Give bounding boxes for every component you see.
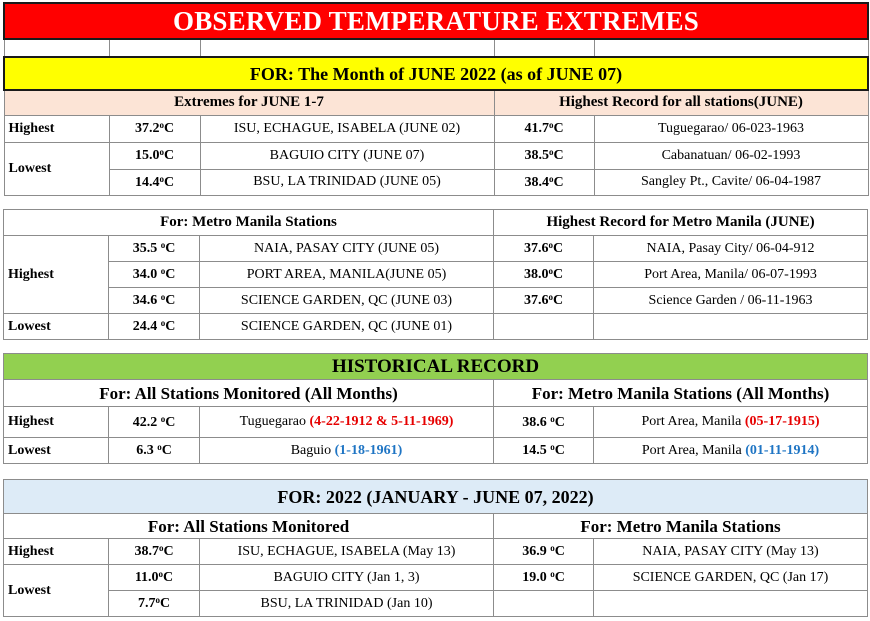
record-value: 38.0oC	[493, 261, 594, 288]
metro-june-table: For: Metro Manila Stations Highest Recor…	[3, 209, 869, 340]
record-date: (01-11-1914)	[745, 442, 820, 458]
station-place: Tuguegarao (4-22-1912 & 5-11-1969)	[199, 406, 494, 438]
metro-record-header: Highest Record for Metro Manila (JUNE)	[492, 209, 869, 236]
row-label: Lowest	[3, 437, 109, 464]
historical-header: HISTORICAL RECORD	[2, 353, 869, 380]
temp-value: 6.3 oC	[108, 437, 200, 464]
temp-value: 24.4 oC	[108, 313, 200, 340]
historical-all-header: For: All Stations Monitored (All Months)	[3, 379, 494, 407]
station-place: ISU, ECHAGUE, ISABELA (JUNE 02)	[199, 114, 495, 143]
station-place: BAGUIO CITY (Jan 1, 3)	[199, 564, 494, 591]
record-place: Port Area, Manila/ 06-07-1993	[592, 261, 869, 288]
june-extremes-header: Extremes for JUNE 1-7	[3, 89, 495, 116]
station-place: NAIA, PASAY CITY (JUNE 05)	[199, 235, 494, 262]
record-value: 38.5oC	[493, 141, 595, 170]
record-date: (1-18-1961)	[334, 442, 403, 458]
ytd-table: FOR: 2022 (JANUARY - JUNE 07, 2022) For:…	[3, 479, 868, 617]
record-value: 38.6 oC	[493, 406, 594, 438]
temp-value: 15.0oC	[108, 141, 201, 170]
historical-table: HISTORICAL RECORD For: All Stations Moni…	[2, 353, 869, 464]
temp-value: 7.7oC	[108, 590, 200, 617]
historical-metro-header: For: Metro Manila Stations (All Months)	[492, 379, 869, 407]
row-label: Lowest	[3, 141, 110, 196]
june-record-header: Highest Record for all stations(JUNE)	[493, 89, 869, 116]
month-header: FOR: The Month of JUNE 2022 (as of JUNE …	[3, 56, 869, 91]
station-place: Baguio (1-18-1961)	[199, 437, 494, 464]
ytd-all-header: For: All Stations Monitored	[3, 513, 494, 539]
record-place: Tuguegarao/ 06-023-1963	[593, 114, 869, 143]
page-title: OBSERVED TEMPERATURE EXTREMES	[3, 2, 869, 40]
record-value: 41.7oC	[493, 114, 595, 143]
temp-value: 35.5 oC	[108, 235, 200, 262]
record-value: 14.5 oC	[493, 437, 594, 464]
row-label: Lowest	[3, 564, 109, 617]
temp-value: 42.2 oC	[108, 406, 200, 438]
station-place: ISU, ECHAGUE, ISABELA (May 13)	[199, 538, 494, 565]
record-place: Port Area, Manila (05-17-1915)	[592, 406, 869, 438]
row-label: Lowest	[3, 313, 109, 340]
record-value: 19.0 oC	[493, 564, 594, 591]
temp-value: 34.0 oC	[108, 261, 200, 288]
record-value: 37.6oC	[493, 287, 594, 314]
record-place: Science Garden / 06-11-1963	[592, 287, 869, 314]
temp-value: 37.2oC	[108, 114, 201, 143]
station-place: PORT AREA, MANILA(JUNE 05)	[199, 261, 494, 288]
ytd-metro-header: For: Metro Manila Stations	[493, 513, 868, 539]
row-label: Highest	[3, 406, 109, 438]
temp-value: 14.4oC	[108, 168, 201, 196]
row-label: Highest	[3, 538, 109, 565]
record-place: NAIA, PASAY CITY (May 13)	[593, 538, 868, 565]
ytd-header: FOR: 2022 (JANUARY - JUNE 07, 2022)	[3, 479, 868, 514]
june-extremes-table: OBSERVED TEMPERATURE EXTREMES FOR: The M…	[3, 2, 869, 196]
row-label: Highest	[3, 235, 109, 314]
temp-value: 11.0oC	[108, 564, 200, 591]
temp-value: 38.7oC	[108, 538, 200, 565]
row-label: Highest	[3, 114, 110, 143]
station-place: BSU, LA TRINIDAD (Jan 10)	[199, 590, 494, 617]
record-place: NAIA, Pasay City/ 06-04-912	[592, 235, 869, 262]
record-value: 36.9 oC	[493, 538, 594, 565]
station-place: BSU, LA TRINIDAD (JUNE 05)	[199, 168, 495, 196]
record-place: Cabanatuan/ 06-02-1993	[593, 141, 869, 170]
record-value: 38.4oC	[493, 168, 595, 196]
station-place: SCIENCE GARDEN, QC (JUNE 03)	[199, 287, 494, 314]
record-place: SCIENCE GARDEN, QC (Jan 17)	[593, 564, 868, 591]
record-place: Sangley Pt., Cavite/ 06-04-1987	[593, 168, 869, 196]
record-place: Port Area, Manila (01-11-1914)	[592, 437, 869, 464]
record-value: 37.6oC	[493, 235, 594, 262]
metro-header: For: Metro Manila Stations	[3, 209, 494, 236]
station-place: SCIENCE GARDEN, QC (JUNE 01)	[199, 313, 494, 340]
station-place: BAGUIO CITY (JUNE 07)	[199, 141, 495, 170]
temp-value: 34.6 oC	[108, 287, 200, 314]
record-date: (4-22-1912 & 5-11-1969)	[309, 414, 454, 429]
record-date: (05-17-1915)	[744, 414, 820, 429]
